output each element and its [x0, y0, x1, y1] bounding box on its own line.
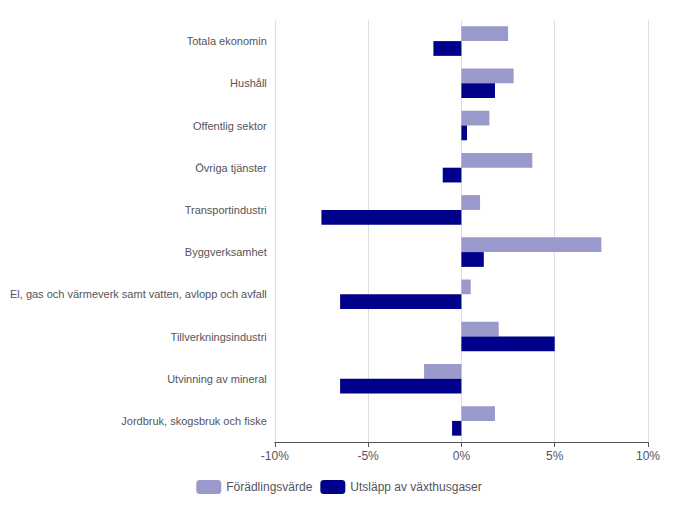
svg-text:Utsläpp av växthusgaser: Utsläpp av växthusgaser	[350, 480, 481, 494]
svg-text:El, gas och värmeverk samt vat: El, gas och värmeverk samt vatten, avlop…	[10, 288, 267, 300]
svg-text:Övriga tjänster: Övriga tjänster	[195, 162, 267, 174]
svg-text:Jordbruk, skogsbruk och fiske: Jordbruk, skogsbruk och fiske	[121, 415, 267, 427]
svg-text:5%: 5%	[546, 449, 564, 463]
svg-text:-10%: -10%	[261, 449, 289, 463]
svg-text:Tillverkningsindustri: Tillverkningsindustri	[171, 331, 267, 343]
svg-text:-5%: -5%	[357, 449, 379, 463]
svg-text:Totala ekonomin: Totala ekonomin	[187, 35, 267, 47]
svg-text:0%: 0%	[453, 449, 471, 463]
svg-text:Hushåll: Hushåll	[230, 77, 267, 89]
svg-text:Offentlig sektor: Offentlig sektor	[193, 120, 267, 132]
svg-text:Transportindustri: Transportindustri	[185, 204, 267, 216]
svg-text:Byggverksamhet: Byggverksamhet	[185, 246, 267, 258]
svg-text:10%: 10%	[636, 449, 660, 463]
svg-text:Utvinning av mineral: Utvinning av mineral	[167, 373, 267, 385]
svg-text:Förädlingsvärde: Förädlingsvärde	[226, 480, 312, 494]
